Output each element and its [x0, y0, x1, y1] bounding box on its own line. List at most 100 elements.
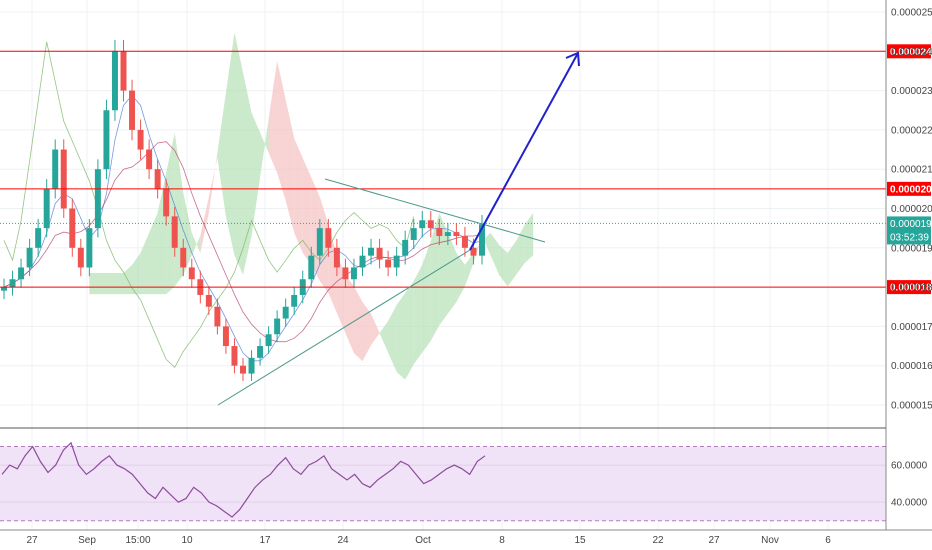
cloud-segment: [225, 32, 235, 256]
candle-body: [1, 287, 7, 291]
cloud-segment: [447, 232, 457, 314]
candle-body: [316, 228, 323, 256]
cloud-segment: [482, 232, 491, 256]
candle-body: [240, 365, 246, 374]
candle-body: [26, 247, 33, 268]
candle-body: [214, 306, 221, 327]
x-tick-label: 27: [708, 535, 720, 546]
cloud-segment: [353, 286, 363, 362]
x-tick-label: 24: [337, 535, 349, 546]
rsi-tick-label: 40.0000: [891, 498, 928, 509]
y-tick-label: 0.00001700: [891, 322, 932, 333]
y-tick-label: 0.00002300: [891, 86, 932, 97]
cloud-segment: [507, 240, 517, 287]
candle-body: [436, 228, 443, 237]
candle-body: [470, 247, 477, 256]
x-tick-label: Nov: [761, 535, 779, 546]
candle-body: [333, 247, 340, 268]
candle-body: [419, 220, 426, 229]
cloud-segment: [490, 232, 500, 275]
y-tick-label: 0.00001900: [891, 243, 932, 254]
y-tick-label: 0.00001800: [891, 283, 932, 294]
x-tick-label: Sep: [78, 535, 96, 546]
cloud-segment: [405, 280, 414, 380]
candles: [1, 39, 485, 382]
cloud-segment: [413, 264, 423, 365]
cloud-segment: [302, 157, 312, 265]
rsi-line: [1, 441, 486, 518]
y-tick-label: 0.00002000: [891, 204, 932, 215]
candle-body: [205, 294, 212, 307]
candle-body: [146, 149, 153, 170]
cloud-segment: [191, 232, 201, 256]
candle-body: [69, 208, 76, 248]
cloud-segment: [149, 212, 158, 295]
projection-arrow: [469, 52, 579, 251]
candle-body: [231, 346, 238, 366]
candle-body: [154, 169, 161, 189]
cloud-segment: [285, 99, 295, 233]
candle-body: [103, 110, 110, 170]
candle-body: [188, 267, 195, 280]
cloud-segment: [114, 272, 124, 295]
candle-body: [52, 149, 59, 189]
x-tick-label: 15: [574, 535, 586, 546]
candle-body: [35, 228, 42, 248]
cloud-segment: [260, 119, 269, 178]
arrow-head: [565, 51, 580, 67]
cloud-segment: [396, 292, 406, 380]
cloud-segment: [362, 301, 372, 362]
cloud-segment: [140, 232, 150, 295]
x-tick-label: 6: [825, 535, 831, 546]
rsi-panel: [0, 441, 886, 522]
candle-body: [111, 51, 118, 111]
current-price-label: 0.00001962: [890, 219, 932, 230]
y-tick-label: 0.00001600: [891, 361, 932, 372]
cloud-segment: [379, 321, 389, 353]
y-tick-label: 0.00002400: [891, 47, 932, 58]
x-tick-label: Oct: [415, 535, 431, 546]
candle-body: [265, 334, 272, 347]
cloud-segment: [106, 272, 115, 295]
candle-body: [171, 216, 178, 248]
level-label: 0.00001800: [890, 283, 932, 294]
candle-body: [163, 188, 170, 217]
base-line: [3, 141, 483, 343]
cloud-segment: [524, 212, 534, 264]
candle-body: [282, 306, 289, 319]
cloud-segment: [234, 32, 243, 275]
candle-body: [385, 259, 392, 268]
candle-body: [342, 267, 349, 280]
y-tick-label: 0.00001500: [891, 401, 932, 412]
y-tick-label: 0.00002500: [891, 8, 932, 19]
cloud-segment: [268, 60, 278, 173]
cloud-segment: [277, 60, 286, 201]
candle-body: [18, 267, 25, 280]
cloud-segment: [422, 240, 431, 353]
candle-body: [368, 247, 375, 256]
candle-body: [129, 90, 136, 130]
candle-body: [427, 220, 434, 229]
x-tick-label: 10: [181, 535, 193, 546]
cloud-segment: [217, 92, 226, 217]
conversion-line: [3, 94, 483, 362]
y-tick-label: 0.00002200: [891, 125, 932, 136]
cloud-segment: [251, 112, 261, 236]
cloud-segment: [243, 72, 252, 275]
cloud-segment: [371, 313, 380, 346]
x-tick-label: 15:00: [125, 535, 150, 546]
candle-body: [180, 247, 187, 268]
level-tag: [887, 280, 931, 295]
candle-body: [43, 188, 50, 229]
candle-body: [77, 247, 84, 268]
cloud-segment: [464, 252, 474, 287]
candle-body: [479, 224, 485, 256]
candle-body: [325, 228, 332, 248]
candle-body: [9, 279, 16, 288]
candle-body: [402, 239, 409, 256]
candle-body: [86, 228, 93, 268]
level-label: 0.00002400: [890, 47, 932, 58]
cloud-segment: [456, 252, 465, 302]
